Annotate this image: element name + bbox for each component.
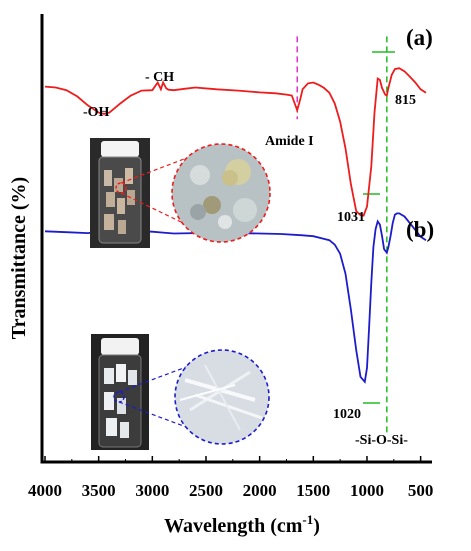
x-axis-title-sup: -1 <box>302 512 313 527</box>
annotation-1031: 1031 <box>337 210 365 225</box>
x-tick-label: 2000 <box>243 481 277 500</box>
annotation-amide-i: Amide I <box>265 134 314 149</box>
series-b-line <box>44 212 427 384</box>
x-tick-label: 1000 <box>350 481 384 500</box>
x-tick-label: 2500 <box>189 481 223 500</box>
annotation-1020: 1020 <box>333 407 361 422</box>
x-axis-title-main: Wavelength (cm <box>164 515 303 537</box>
x-tick-label: 1500 <box>296 481 330 500</box>
annotation-si-o-si: -Si-O-Si- <box>355 433 408 448</box>
annotation-815: 815 <box>395 93 416 108</box>
x-axis-title-close: ) <box>313 515 320 537</box>
x-tick-label: 3500 <box>82 481 116 500</box>
annotation-ch: - CH <box>145 70 174 85</box>
annotation-oh: -OH <box>83 105 110 120</box>
x-tick-label: 4000 <box>28 481 62 500</box>
series-a-line <box>44 67 427 217</box>
panel-label-a: (a) <box>406 25 433 50</box>
x-tick-label: 3000 <box>135 481 169 500</box>
y-axis-title: Transmittance (%) <box>8 177 30 339</box>
panel-label-b: (b) <box>406 217 434 242</box>
x-ticks: 4000 3500 3000 2500 2000 1500 1000 500 <box>28 456 433 500</box>
inset-b <box>91 334 270 450</box>
inset-a <box>90 138 271 248</box>
x-tick-label: 500 <box>408 481 434 500</box>
x-axis-title: Wavelength (cm-1) <box>164 512 320 537</box>
